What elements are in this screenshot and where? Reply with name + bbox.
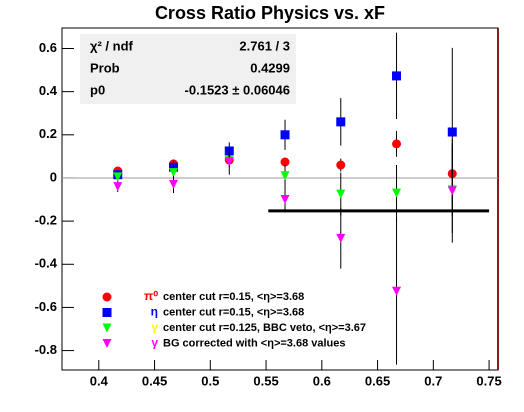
x-tick-label: 0.6 (313, 373, 331, 388)
stats-name: χ² / ndf (90, 38, 134, 53)
y-tick-label: -0.2 (35, 213, 57, 228)
stats-value: -0.1523 ± 0.06046 (185, 82, 290, 97)
chart-title: Cross Ratio Physics vs. xF (155, 3, 385, 23)
legend-symbol: η (151, 305, 158, 319)
legend-symbol: γ (151, 336, 158, 350)
marker (280, 171, 290, 181)
marker (169, 179, 179, 189)
marker (280, 157, 290, 167)
y-tick-label: 0.2 (39, 126, 57, 141)
stats-value: 2.761 / 3 (239, 38, 290, 53)
x-tick-label: 0.4 (90, 373, 109, 388)
x-tick-label: 0.55 (253, 373, 278, 388)
marker (447, 127, 457, 137)
stats-name: Prob (90, 60, 120, 75)
legend-label: center cut r=0.15, <η>=3.68 (163, 306, 304, 318)
x-tick-label: 0.7 (424, 373, 442, 388)
stats-name: p0 (90, 82, 105, 97)
marker (336, 189, 346, 199)
legend-label: BG corrected with <η>=3.68 values (163, 337, 346, 349)
marker (336, 117, 346, 127)
marker (392, 139, 402, 149)
marker (113, 182, 123, 192)
legend-marker (102, 339, 112, 348)
legend-symbol: π⁰ (144, 289, 158, 303)
legend-marker (102, 323, 112, 333)
x-tick-label: 0.65 (365, 373, 390, 388)
stats-value: 0.4299 (250, 60, 290, 75)
y-tick-label: -0.6 (35, 299, 57, 314)
marker (336, 233, 346, 243)
legend-symbol: γ (151, 320, 158, 334)
marker (224, 157, 234, 167)
legend-marker (102, 292, 112, 302)
marker (280, 195, 290, 205)
y-tick-label: 0.6 (39, 40, 57, 55)
marker (392, 71, 402, 81)
marker (113, 172, 123, 182)
x-tick-label: 0.5 (201, 373, 219, 388)
marker (392, 188, 402, 198)
marker (392, 286, 402, 296)
marker (336, 160, 346, 170)
marker (447, 186, 457, 196)
x-tick-label: 0.75 (476, 373, 501, 388)
legend-label: center cut r=0.125, BBC veto, <η>=3.67 (163, 322, 366, 334)
legend-marker (102, 308, 112, 317)
y-tick-label: -0.8 (35, 342, 57, 357)
y-tick-label: 0 (50, 169, 57, 184)
x-tick-label: 0.45 (142, 373, 167, 388)
legend-label: center cut r=0.15, <η>=3.68 (163, 291, 304, 303)
marker (280, 130, 290, 140)
stats-box (80, 34, 296, 104)
y-tick-label: 0.4 (39, 83, 58, 98)
y-tick-label: -0.4 (35, 256, 58, 271)
marker (169, 168, 179, 178)
